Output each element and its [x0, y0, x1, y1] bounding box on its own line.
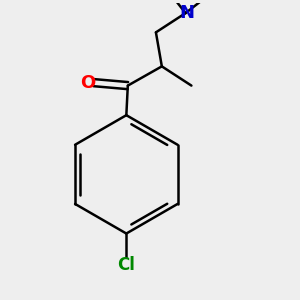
Text: O: O — [80, 74, 95, 92]
Text: N: N — [179, 4, 194, 22]
Text: Cl: Cl — [117, 256, 135, 274]
